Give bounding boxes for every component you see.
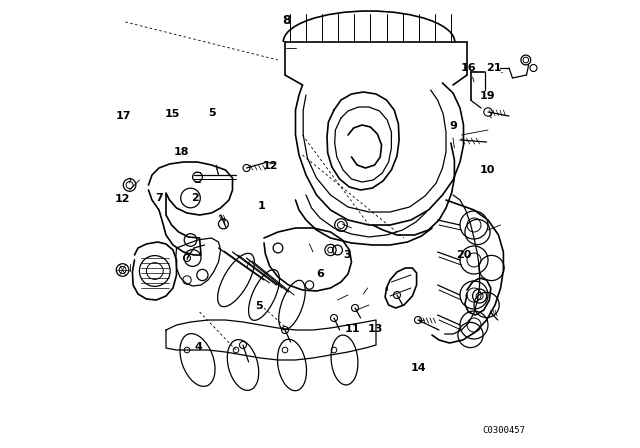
Text: 4: 4 (194, 342, 202, 352)
Text: 11: 11 (345, 324, 360, 334)
Text: 17: 17 (116, 112, 132, 121)
Text: C0300457: C0300457 (482, 426, 525, 435)
Text: 7: 7 (155, 193, 163, 203)
Text: 10: 10 (480, 165, 495, 175)
Text: 20: 20 (456, 250, 471, 260)
Text: 16: 16 (461, 63, 477, 73)
Text: 19: 19 (479, 91, 495, 101)
Text: 5: 5 (255, 301, 262, 310)
Text: 21: 21 (486, 63, 501, 73)
Text: 2: 2 (191, 193, 198, 203)
Text: 18: 18 (173, 147, 189, 157)
Text: 12: 12 (114, 194, 130, 204)
Text: 12: 12 (263, 161, 278, 171)
Text: 5: 5 (209, 108, 216, 118)
Text: 15: 15 (164, 109, 180, 119)
Text: 13: 13 (368, 324, 383, 334)
Text: 9: 9 (449, 121, 458, 131)
Text: 8: 8 (282, 13, 291, 27)
Text: 6: 6 (316, 269, 324, 279)
Text: 3: 3 (343, 250, 351, 260)
Text: 1: 1 (258, 201, 266, 211)
Text: 14: 14 (411, 363, 426, 373)
